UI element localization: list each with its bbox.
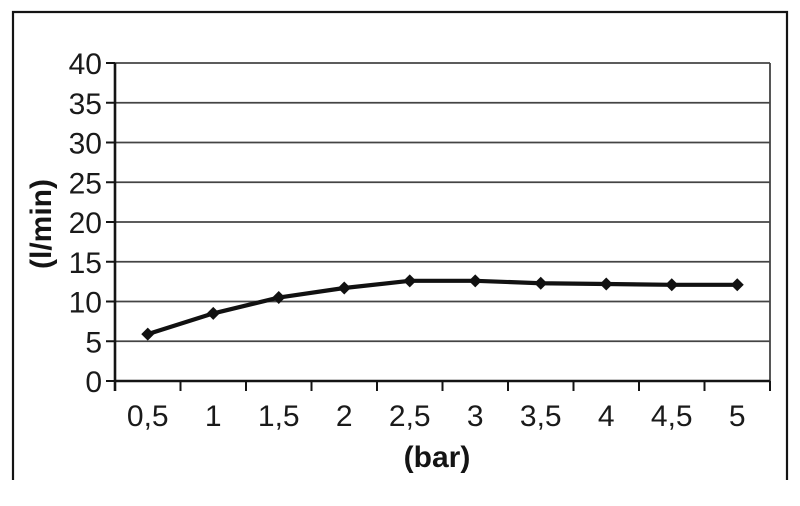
x-tick-label: 4	[598, 400, 615, 433]
data-point-marker	[665, 278, 679, 292]
data-point-marker	[337, 281, 351, 295]
y-tick-label: 40	[69, 48, 102, 81]
x-tick-label: 5	[729, 400, 746, 433]
data-point-marker	[599, 277, 613, 291]
x-tick-label: 2	[336, 400, 353, 433]
x-tick-label: 2,5	[389, 400, 431, 433]
data-point-marker	[534, 276, 548, 290]
x-tick-label: 3,5	[520, 400, 562, 433]
y-tick-label: 0	[85, 366, 102, 399]
y-tick-label: 10	[69, 287, 102, 320]
data-point-marker	[141, 327, 155, 341]
data-point-marker	[730, 278, 744, 292]
figure-border	[11, 10, 789, 480]
y-axis-title: (l/min)	[25, 179, 58, 269]
x-tick-label: 4,5	[651, 400, 693, 433]
x-tick-label: 3	[467, 400, 484, 433]
series-line	[145, 278, 740, 337]
y-tick-label: 15	[69, 247, 102, 280]
x-tick-label: 0,5	[127, 400, 169, 433]
x-tick-label: 1	[205, 400, 222, 433]
y-tick-label: 5	[85, 326, 102, 359]
x-tick-label: 1,5	[258, 400, 300, 433]
data-point-marker	[468, 274, 482, 288]
data-point-marker	[206, 306, 220, 320]
data-point-marker	[272, 291, 286, 305]
y-tick-label: 30	[69, 128, 102, 161]
y-tick-label: 20	[69, 207, 102, 240]
y-tick-label: 35	[69, 88, 102, 121]
x-axis-title: (bar)	[403, 441, 471, 474]
y-tick-label: 25	[69, 167, 102, 200]
data-point-marker	[403, 274, 417, 288]
